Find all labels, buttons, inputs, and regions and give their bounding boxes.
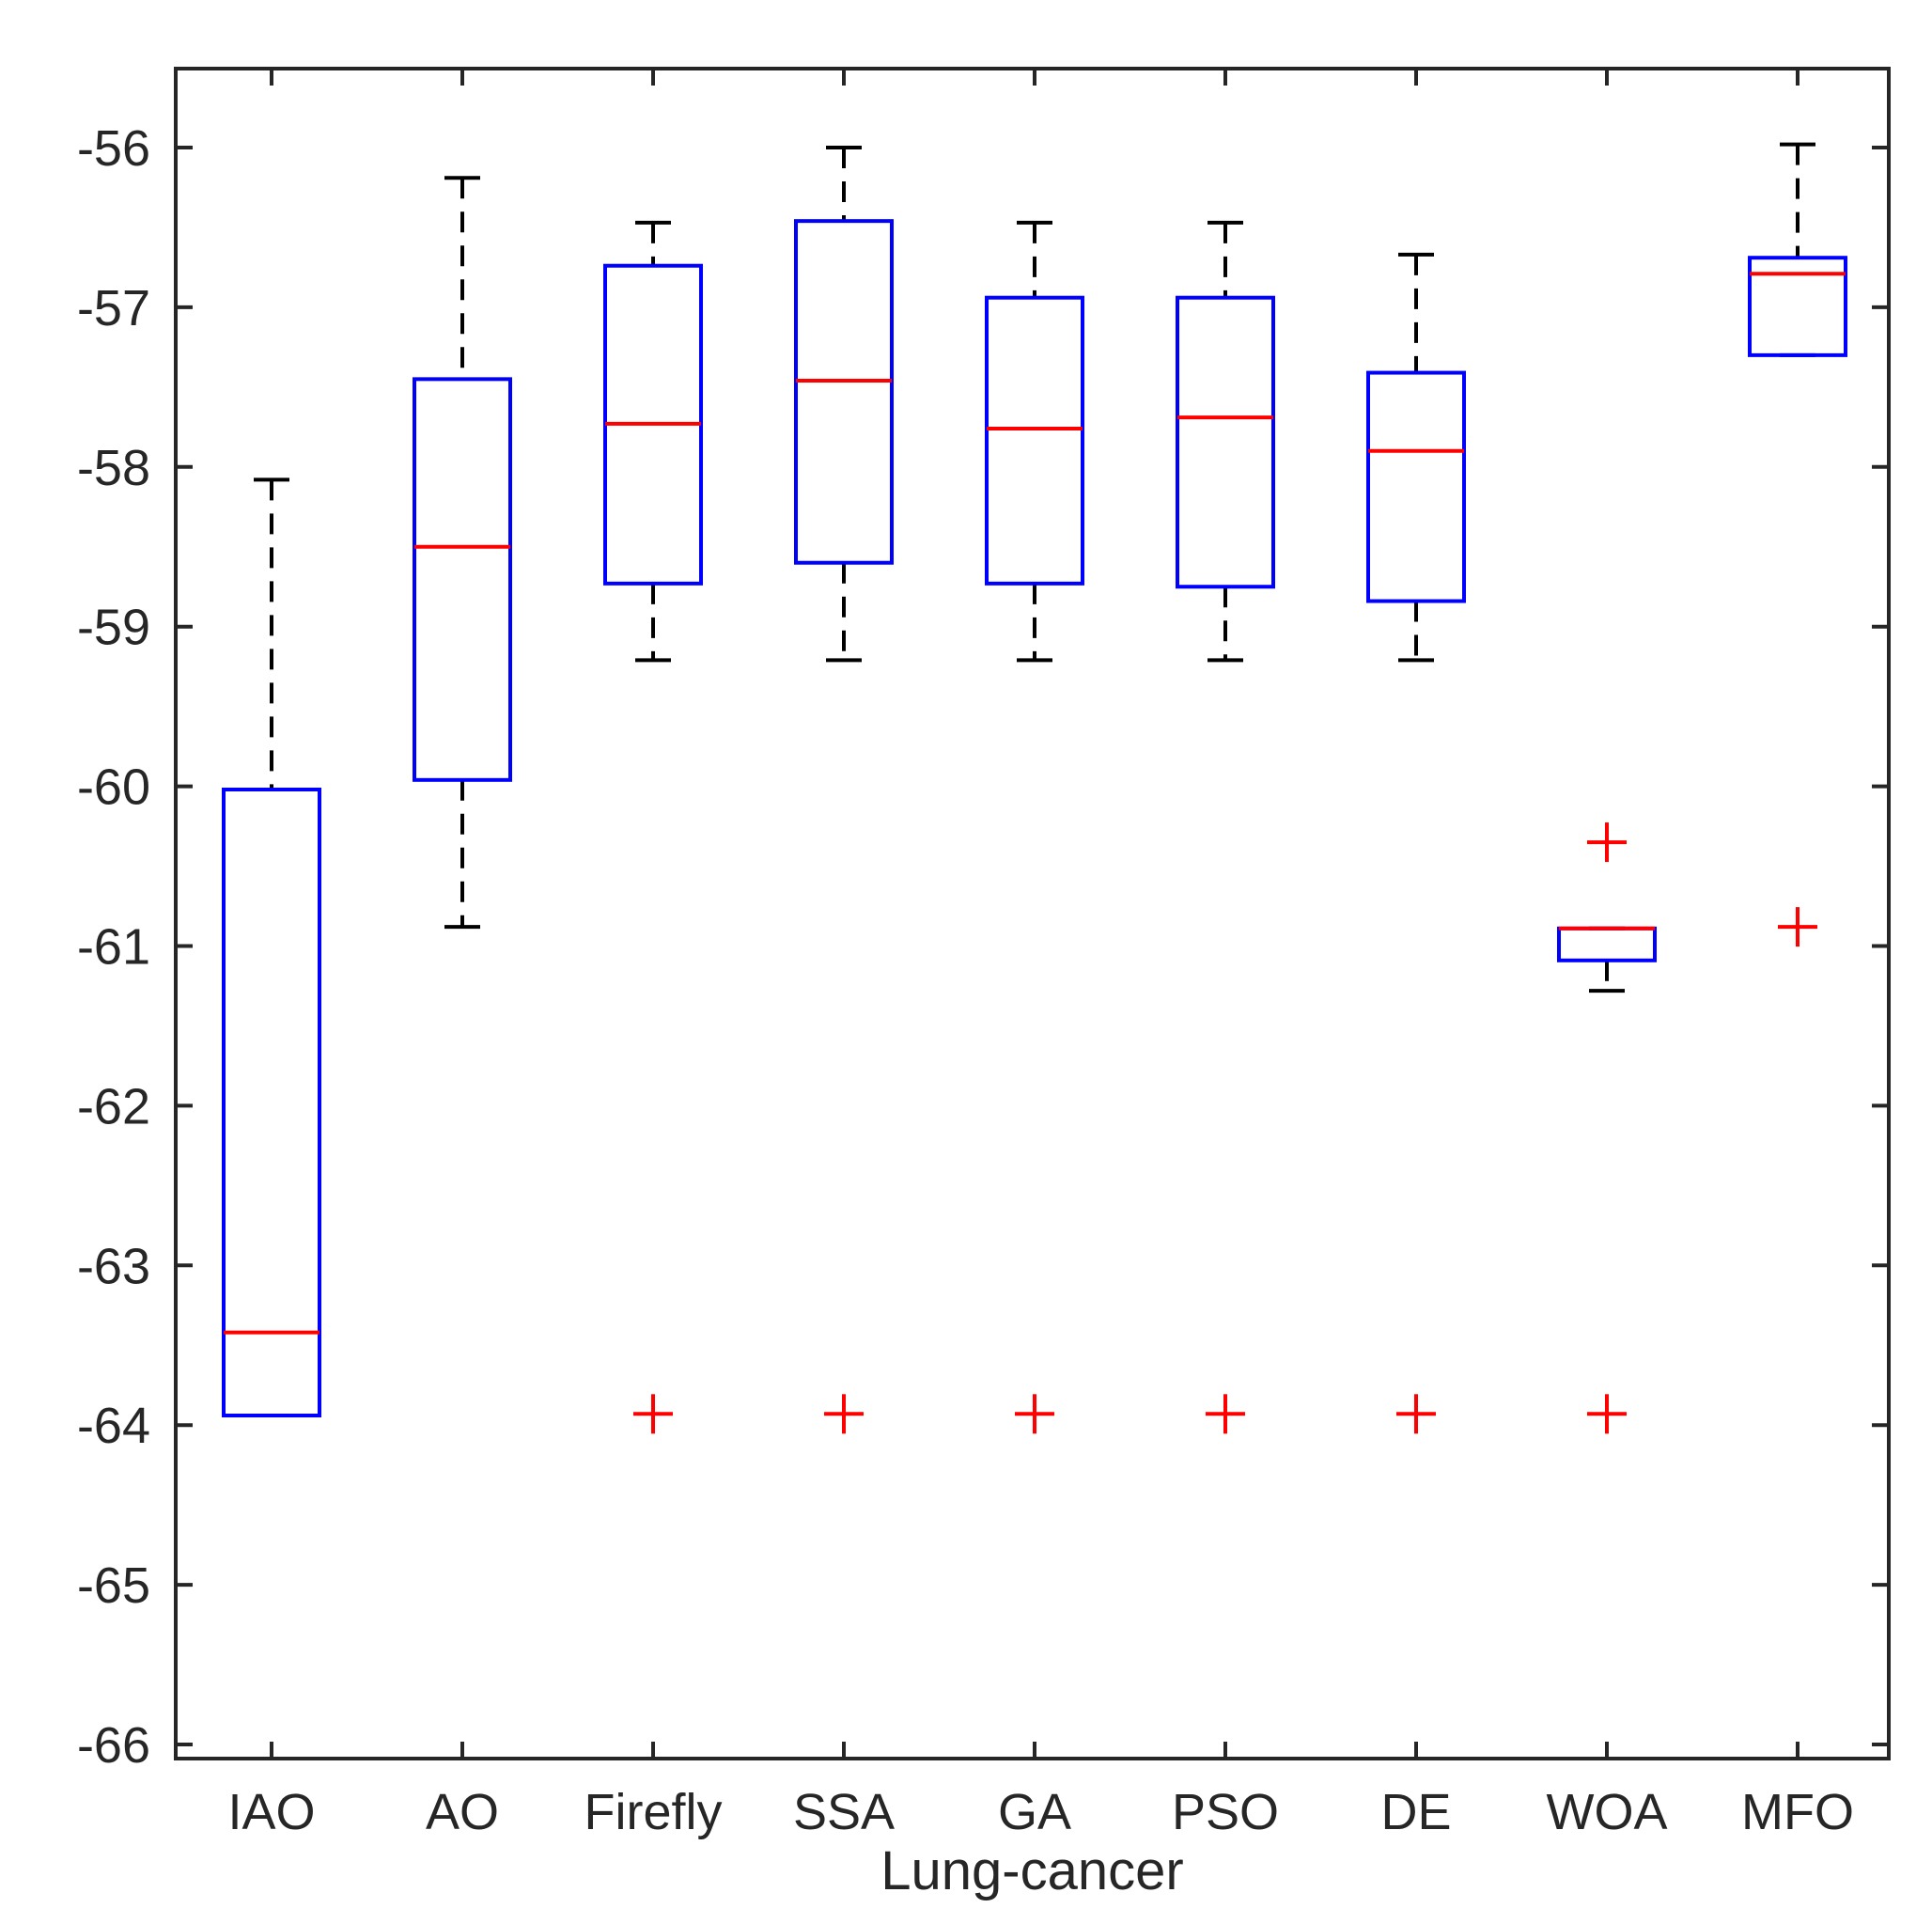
x-tick-label: DE [1380,1784,1451,1840]
axis-ticks [176,69,1889,1759]
y-tick-label: -60 [77,759,150,816]
outlier-marker [1587,822,1627,863]
x-tick-label: PSO [1172,1784,1279,1840]
outlier-marker [824,1394,864,1434]
y-tick-label: -63 [77,1238,150,1294]
box-group-firefly [603,220,703,1434]
outlier-marker [1778,907,1817,947]
outlier-marker [1015,1394,1054,1434]
x-tick-label: SSA [793,1784,895,1840]
box-iqr [1176,295,1275,589]
plot-area [222,142,1847,1434]
outlier-marker [1587,1394,1627,1434]
axes-frame [174,67,1891,1760]
y-tick-label: -66 [77,1717,150,1774]
box-iqr [1748,256,1847,357]
y-tick-label: -65 [77,1557,150,1614]
box-group-ga [985,220,1084,1434]
y-axis-tick-labels: -56 -57 -58 -59 -60 -61 -62 -63 -64 -65 -66 [77,120,150,1774]
x-axis-tick-labels: IAO AO Firefly SSA GA PSO DE WOA MFO [227,1784,1854,1840]
box-group-mfo [1748,142,1847,947]
box-group-woa [1557,822,1657,1434]
y-tick-label: -59 [77,600,150,656]
y-tick-label: -61 [77,919,150,976]
y-tick-label: -64 [77,1398,150,1454]
x-tick-label: IAO [227,1784,315,1840]
y-tick-label: -58 [77,440,150,496]
box-iqr [794,219,894,565]
x-tick-label: GA [998,1784,1071,1840]
box-iqr [985,295,1084,586]
x-tick-label: MFO [1741,1784,1854,1840]
box-group-ssa [794,146,894,1434]
box-iqr [1366,370,1466,603]
box-iqr [222,787,321,1418]
outlier-marker [633,1394,673,1434]
box-group-de [1366,252,1466,1434]
x-tick-label: WOA [1547,1784,1668,1840]
box-group-pso [1176,220,1275,1434]
x-tick-label: AO [426,1784,499,1840]
box-iqr [413,377,512,782]
outlier-marker [1206,1394,1245,1434]
x-axis-label: Lung-cancer [880,1840,1183,1901]
x-tick-label: Firefly [584,1784,723,1840]
y-tick-label: -62 [77,1078,150,1134]
y-tick-label: -56 [77,120,150,177]
box-group-ao [413,176,512,930]
outlier-marker [1396,1394,1436,1434]
y-tick-label: -57 [77,280,150,336]
box-group-iao [222,477,321,1418]
